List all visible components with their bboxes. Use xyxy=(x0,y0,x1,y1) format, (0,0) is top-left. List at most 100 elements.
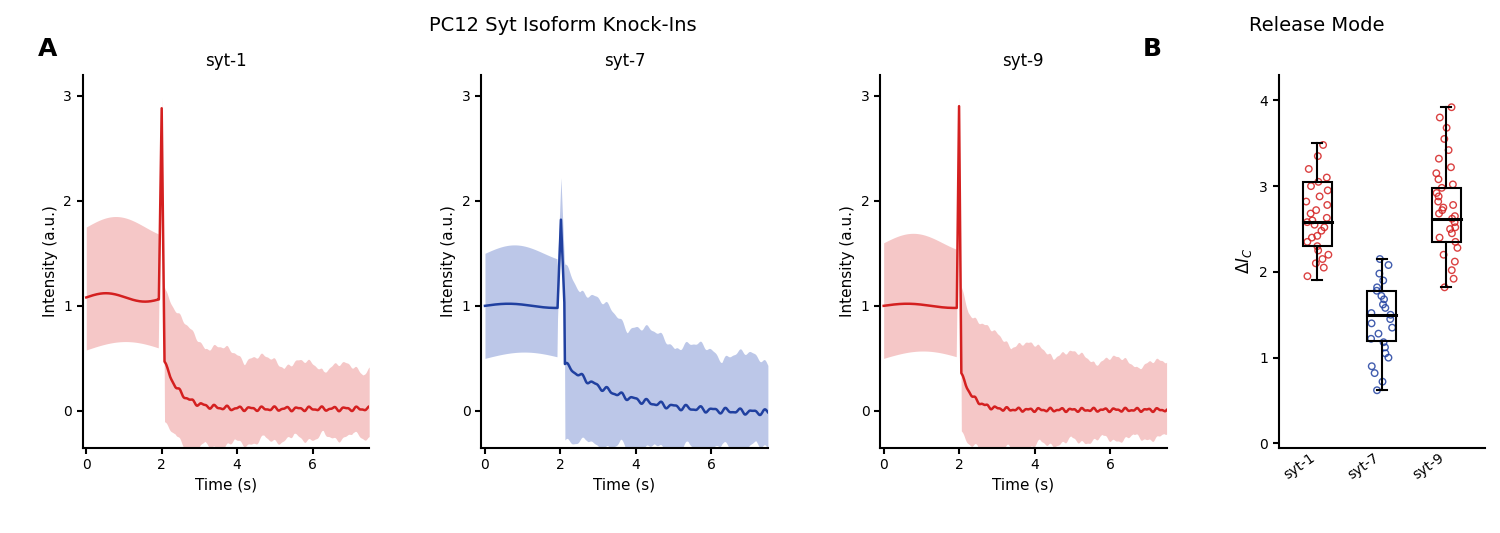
Point xyxy=(1368,269,1392,278)
Bar xyxy=(1304,182,1332,246)
Title: syt-7: syt-7 xyxy=(604,52,645,70)
Point xyxy=(1438,163,1462,172)
Point xyxy=(1365,386,1389,394)
X-axis label: Time (s): Time (s) xyxy=(195,478,256,492)
Point xyxy=(1312,223,1336,231)
Point xyxy=(1316,214,1340,222)
Point xyxy=(1440,103,1464,111)
Point xyxy=(1311,141,1335,149)
Point xyxy=(1443,223,1467,231)
Point xyxy=(1425,169,1449,177)
Point xyxy=(1426,192,1450,201)
Point xyxy=(1372,295,1396,304)
Point xyxy=(1296,238,1320,246)
Point xyxy=(1299,182,1323,190)
Point xyxy=(1426,175,1450,183)
Point xyxy=(1377,353,1401,362)
Y-axis label: Intensity (a.u.): Intensity (a.u.) xyxy=(840,205,855,317)
Point xyxy=(1426,197,1450,206)
Bar xyxy=(1368,291,1396,341)
Point xyxy=(1442,201,1466,209)
Point xyxy=(1294,218,1318,227)
Point xyxy=(1296,272,1320,280)
Point xyxy=(1432,135,1456,143)
Point xyxy=(1378,315,1402,324)
Point xyxy=(1442,180,1466,189)
Point xyxy=(1371,300,1395,309)
Point xyxy=(1432,283,1456,292)
Point xyxy=(1380,324,1404,332)
Title: syt-1: syt-1 xyxy=(206,52,246,70)
Point xyxy=(1377,261,1401,269)
Point xyxy=(1294,197,1318,206)
Point xyxy=(1368,255,1392,263)
Point xyxy=(1431,251,1455,259)
Text: A: A xyxy=(38,37,57,61)
Point xyxy=(1446,244,1470,252)
Point xyxy=(1312,263,1336,272)
Point xyxy=(1317,251,1341,259)
Point xyxy=(1366,329,1390,338)
Point xyxy=(1298,165,1322,173)
X-axis label: Time (s): Time (s) xyxy=(992,478,1054,492)
Point xyxy=(1308,192,1332,201)
Point xyxy=(1440,229,1464,238)
Point xyxy=(1304,259,1328,268)
Point xyxy=(1442,274,1466,283)
Point xyxy=(1360,362,1384,370)
Point xyxy=(1359,335,1383,343)
Point xyxy=(1426,155,1450,163)
Point xyxy=(1362,369,1386,377)
Point xyxy=(1371,338,1395,346)
Point xyxy=(1371,377,1395,386)
Point xyxy=(1438,225,1462,233)
Point xyxy=(1434,124,1458,132)
Point xyxy=(1316,201,1340,209)
Point xyxy=(1306,177,1330,186)
Point xyxy=(1359,309,1383,317)
Point xyxy=(1443,238,1467,246)
Point xyxy=(1443,218,1467,227)
Point xyxy=(1302,221,1326,229)
Text: B: B xyxy=(1143,37,1162,61)
Point xyxy=(1372,343,1396,352)
Point xyxy=(1316,186,1340,195)
Point xyxy=(1430,206,1454,214)
Point xyxy=(1370,292,1394,300)
Point xyxy=(1374,349,1398,358)
Y-axis label: Intensity (a.u.): Intensity (a.u.) xyxy=(441,205,456,317)
Point xyxy=(1378,311,1402,319)
Point xyxy=(1440,214,1464,223)
Point xyxy=(1359,319,1383,328)
Point xyxy=(1371,276,1395,285)
Point xyxy=(1374,304,1398,312)
Text: Release Mode: Release Mode xyxy=(1250,16,1384,35)
Point xyxy=(1428,113,1452,122)
Point xyxy=(1300,216,1324,225)
Point xyxy=(1365,283,1389,292)
Point xyxy=(1300,233,1324,242)
Point xyxy=(1305,242,1329,251)
Point xyxy=(1437,146,1461,155)
Y-axis label: $\Delta I_C$: $\Delta I_C$ xyxy=(1233,248,1254,274)
Point xyxy=(1310,227,1334,235)
Point xyxy=(1426,209,1450,218)
Point xyxy=(1365,287,1389,295)
Point xyxy=(1431,203,1455,212)
Point xyxy=(1306,152,1330,160)
Point xyxy=(1425,189,1449,197)
Point xyxy=(1311,255,1335,263)
Point xyxy=(1316,173,1340,182)
Point xyxy=(1443,212,1467,221)
Point xyxy=(1430,183,1454,192)
Point xyxy=(1440,266,1464,274)
Point xyxy=(1443,257,1467,266)
X-axis label: Time (s): Time (s) xyxy=(594,478,656,492)
Point xyxy=(1299,209,1323,218)
Point xyxy=(1306,246,1330,255)
Bar xyxy=(1432,188,1461,242)
Text: PC12 Syt Isoform Knock-Ins: PC12 Syt Isoform Knock-Ins xyxy=(429,16,696,35)
Y-axis label: Intensity (a.u.): Intensity (a.u.) xyxy=(42,205,57,317)
Point xyxy=(1304,206,1328,214)
Point xyxy=(1305,232,1329,240)
